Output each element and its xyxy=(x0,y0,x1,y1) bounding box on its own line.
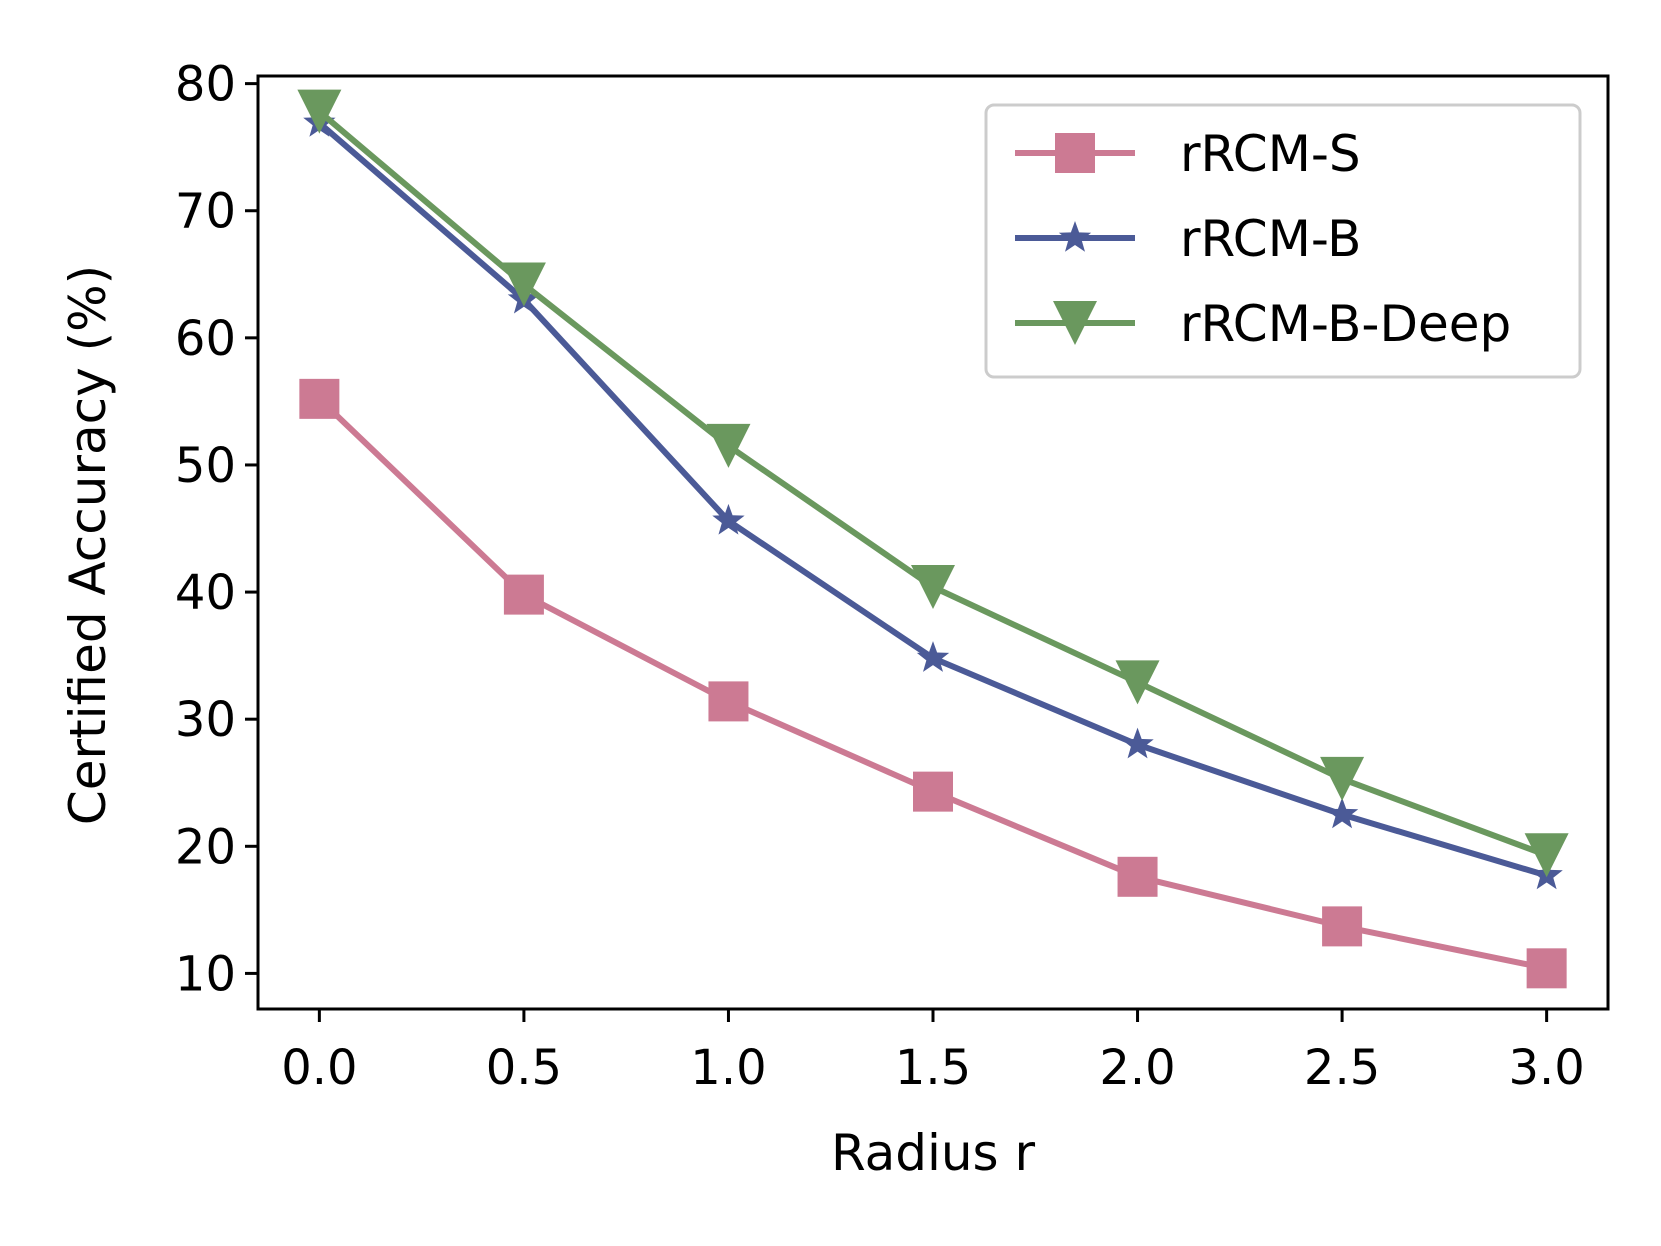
data-point xyxy=(913,771,953,812)
data-point xyxy=(1524,833,1569,878)
legend-label: rRCM-B xyxy=(1180,210,1361,268)
x-tick-label: 3.0 xyxy=(1508,1040,1584,1096)
legend-label: rRCM-S xyxy=(1180,125,1361,183)
y-axis-label: Certified Accuracy (%) xyxy=(59,265,117,825)
data-point xyxy=(916,641,950,672)
x-tick-label: 0.5 xyxy=(486,1040,562,1096)
data-point xyxy=(1117,856,1158,897)
data-point xyxy=(1325,797,1359,829)
y-tick-label: 40 xyxy=(175,565,236,621)
data-point xyxy=(1526,948,1567,989)
data-point xyxy=(911,564,955,609)
data-point xyxy=(503,574,544,615)
x-tick-label: 2.5 xyxy=(1304,1040,1380,1096)
x-axis: 0.0 0.5 1.0 1.5 2.0 2.5 3.0 xyxy=(281,1009,1585,1096)
y-tick-label: 20 xyxy=(175,819,236,875)
legend-entry: rRCM-S xyxy=(1015,125,1361,183)
series-rRCM-B-Deep xyxy=(297,89,1569,878)
y-tick-label: 80 xyxy=(175,57,236,113)
x-tick-label: 1.5 xyxy=(895,1040,971,1096)
x-tick-label: 2.0 xyxy=(1099,1040,1175,1096)
y-tick-label: 30 xyxy=(175,692,236,748)
data-point xyxy=(1115,660,1160,705)
data-point xyxy=(706,423,751,468)
y-tick-label: 50 xyxy=(175,438,236,494)
legend-marker xyxy=(1053,301,1097,345)
x-tick-label: 0.0 xyxy=(281,1040,357,1096)
series-layer xyxy=(297,89,1569,989)
legend-entry: rRCM-B-Deep xyxy=(1015,295,1511,353)
data-point xyxy=(708,681,749,722)
x-tick-label: 1.0 xyxy=(690,1040,766,1096)
data-point xyxy=(712,503,745,535)
x-axis-label: Radius r xyxy=(831,1124,1036,1182)
y-tick-label: 70 xyxy=(175,184,236,240)
data-point xyxy=(1121,727,1154,759)
legend-marker xyxy=(1055,133,1095,173)
data-point xyxy=(297,89,342,134)
legend-entry: rRCM-B xyxy=(1015,210,1361,268)
legend: rRCM-S rRCM-B rRCM-B-Deep xyxy=(984,103,1582,379)
legend-frame xyxy=(984,103,1582,379)
legend-marker xyxy=(1058,221,1092,252)
data-point xyxy=(1322,906,1363,947)
y-axis: 10 20 30 40 50 60 70 80 xyxy=(175,57,258,1002)
legend-label: rRCM-B-Deep xyxy=(1180,295,1511,353)
data-point xyxy=(1320,756,1365,801)
data-point xyxy=(501,262,546,307)
legend-entries: rRCM-S rRCM-B rRCM-B-Deep xyxy=(1015,125,1511,353)
data-point xyxy=(299,378,340,419)
series-rRCM-S xyxy=(299,378,1567,989)
y-tick-label: 60 xyxy=(175,311,236,367)
y-tick-label: 10 xyxy=(175,946,236,1002)
